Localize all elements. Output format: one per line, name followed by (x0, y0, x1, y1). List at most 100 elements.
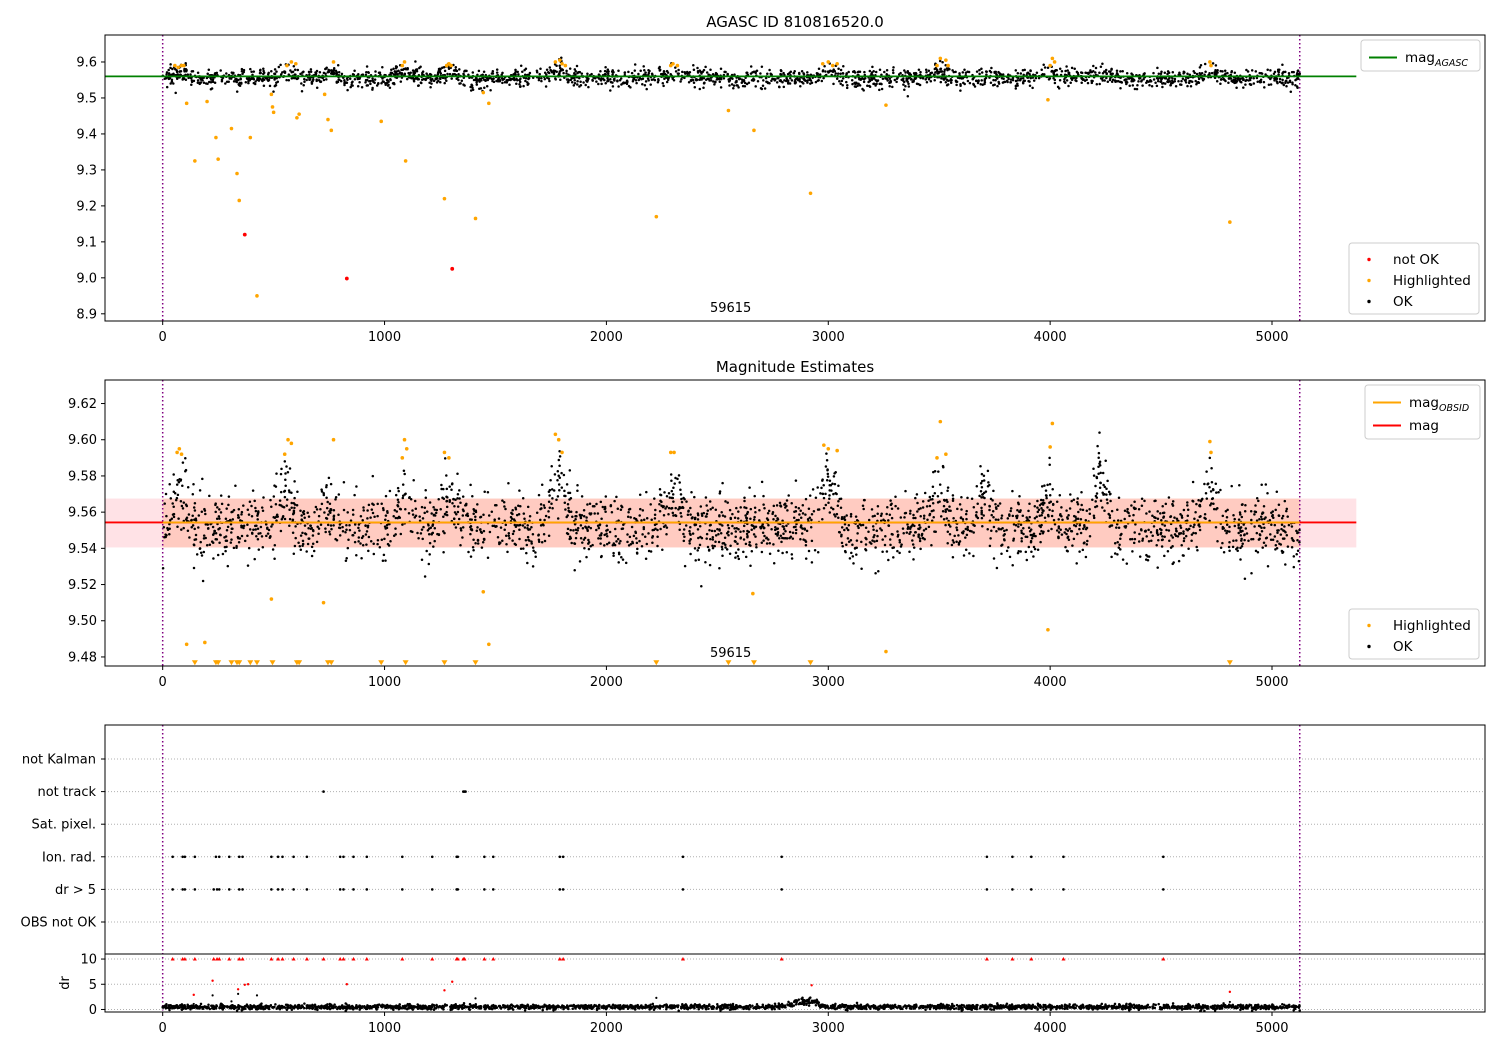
estimates-ok-point (684, 565, 687, 568)
estimates-ok-point (733, 527, 736, 530)
estimates-ok-point (1282, 515, 1285, 518)
estimates-ok-point (705, 504, 708, 507)
estimates-ok-point (1200, 499, 1203, 502)
agasc-ok-point (263, 84, 266, 87)
estimates-ok-point (739, 537, 742, 540)
agasc-ok-point (799, 85, 802, 88)
estimates-ok-point (372, 542, 375, 545)
estimates-ok-point (726, 501, 729, 504)
agasc-ok-point (997, 71, 1000, 74)
estimates-ok-point (587, 542, 590, 545)
agasc-ok-point (677, 72, 680, 75)
estimates-ok-point (947, 531, 950, 534)
agasc-ok-point (634, 69, 637, 72)
estimates-ok-point (932, 509, 935, 512)
estimates-ok-point (960, 496, 963, 499)
estimates-ok-point (1282, 529, 1285, 532)
estimates-ok-point (198, 514, 201, 517)
estimates-ok-point (891, 517, 894, 520)
agasc-ok-point (1219, 70, 1222, 73)
agasc-ok-point (858, 78, 861, 81)
estimates-ok-point (508, 535, 511, 538)
agasc-ok-point (941, 61, 944, 64)
agasc-ok-point (802, 82, 805, 85)
estimates-ok-point (855, 546, 858, 549)
estimates-ok-point (566, 483, 569, 486)
estimates-ok-point (697, 547, 700, 550)
agasc-ok-point (1215, 64, 1218, 67)
estimates-ok-point (376, 543, 379, 546)
estimates-ok-point (301, 545, 304, 548)
agasc-ok-point (1069, 82, 1072, 85)
agasc-ok-point (851, 79, 854, 82)
estimates-ok-point (745, 507, 748, 510)
estimates-ok-point (345, 529, 348, 532)
agasc-ok-point (990, 81, 993, 84)
agasc-ok-point (842, 77, 845, 80)
estimates-ok-point (1037, 549, 1040, 552)
estimates-ok-point (1138, 540, 1141, 543)
estimates-ok-point (781, 552, 784, 555)
estimates-ok-point (1000, 517, 1003, 520)
estimates-ok-point (609, 531, 612, 534)
estimates-ok-point (1102, 493, 1105, 496)
agasc-ok-point (1064, 70, 1067, 73)
estimates-ok-point (965, 549, 968, 552)
estimates-ok-point (932, 471, 935, 474)
agasc-ok-point (943, 70, 946, 73)
estimates-ok-point (227, 504, 230, 507)
estimates-ok-point (230, 538, 233, 541)
estimates-ok-point (721, 482, 724, 485)
estimates-ok-point (793, 516, 796, 519)
estimates-ok-point (922, 506, 925, 509)
estimates-ok-point (593, 512, 596, 515)
estimates-ok-point (1187, 514, 1190, 517)
agasc-ok-point (206, 82, 209, 85)
estimates-ok-point (199, 541, 202, 544)
estimates-ok-point (1244, 510, 1247, 513)
estimates-ok-point (397, 490, 400, 493)
estimates-ok-point (777, 527, 780, 530)
estimates-ok-point (804, 539, 807, 542)
estimates-ok-point (319, 508, 322, 511)
estimates-ok-point (462, 526, 465, 529)
agasc-ok-point (429, 78, 432, 81)
estimates-ok-point (334, 498, 337, 501)
estimates-ok-point (313, 550, 316, 553)
estimates-ok-point (1080, 491, 1083, 494)
estimates-ok-point (307, 527, 310, 530)
agasc-ok-point (1224, 70, 1227, 73)
agasc-highlighted-point (487, 102, 491, 106)
agasc-ok-point (1165, 77, 1168, 80)
estimates-ok-point (318, 527, 321, 530)
estimates-ok-point (943, 505, 946, 508)
estimates-ok-point (1228, 526, 1231, 529)
estimates-ok-point (244, 540, 247, 543)
agasc-ok-point (663, 77, 666, 80)
estimates-ok-point (504, 508, 507, 511)
estimates-ok-point (402, 497, 405, 500)
estimates-ok-point (799, 509, 802, 512)
estimates-ok-point (471, 529, 474, 532)
estimates-ok-point (693, 496, 696, 499)
estimates-ok-point (207, 527, 210, 530)
agasc-ok-point (1294, 79, 1297, 82)
estimates-ok-point (665, 533, 668, 536)
agasc-y-tick-label: 9.6 (76, 55, 97, 70)
agasc-ok-point (875, 71, 878, 74)
agasc-highlighted-point (1209, 64, 1213, 68)
estimates-ok-point (772, 518, 775, 521)
estimates-ok-point (191, 514, 194, 517)
estimates-ok-point (1128, 515, 1131, 518)
estimates-ok-point (718, 529, 721, 532)
estimates-ok-point (1261, 512, 1264, 515)
estimates-ok-point (577, 527, 580, 530)
estimates-ok-point (946, 542, 949, 545)
estimates-ok-point (845, 514, 848, 517)
agasc-ok-point (509, 78, 512, 81)
estimates-ok-point (442, 516, 445, 519)
agasc-highlighted-point (884, 103, 888, 107)
agasc-ok-point (788, 72, 791, 75)
estimates-ok-point (482, 541, 485, 544)
estimates-ok-point (718, 567, 721, 570)
